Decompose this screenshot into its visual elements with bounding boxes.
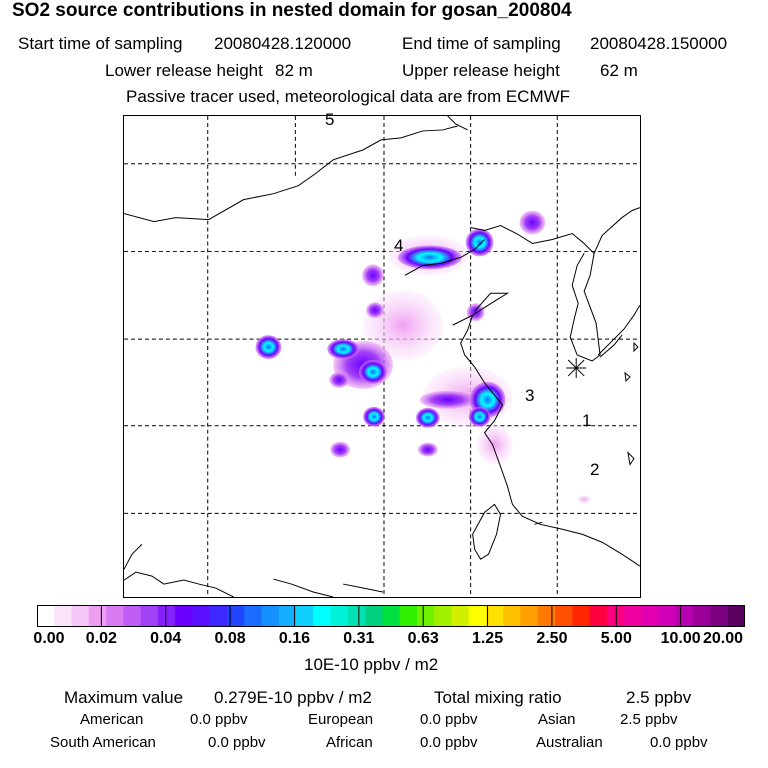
lower-release-label: Lower release height — [105, 61, 263, 81]
colorbar-swatch — [693, 605, 711, 627]
colorbar-swatch — [141, 605, 159, 627]
colorbar-swatch — [37, 605, 55, 627]
upper-release-label: Upper release height — [402, 61, 560, 81]
region-value: 0.0 ppbv — [650, 734, 708, 751]
colorbar-swatch — [572, 605, 590, 627]
tracer-note: Passive tracer used, meteorological data… — [126, 87, 570, 107]
max-value-label: Maximum value — [64, 688, 183, 708]
colorbar — [37, 605, 745, 627]
max-value: 0.279E-10 ppbv / m2 — [214, 688, 372, 708]
lower-release-value: 82 m — [275, 61, 313, 81]
colorbar-tick-label: 0.31 — [343, 630, 374, 648]
colorbar-swatch — [106, 605, 124, 627]
colorbar-tick-label: 0.08 — [215, 630, 246, 648]
region-name: African — [326, 734, 373, 751]
colorbar-swatch — [521, 605, 539, 627]
region-name: South American — [50, 734, 156, 751]
colorbar-swatch — [676, 605, 694, 627]
trajectory-label-2: 2 — [590, 460, 599, 480]
colorbar-swatch — [296, 605, 314, 627]
region-value: 0.0 ppbv — [420, 734, 478, 751]
colorbar-swatch — [469, 605, 487, 627]
colorbar-tick-label: 0.02 — [86, 630, 117, 648]
colorbar-swatch — [210, 605, 228, 627]
colorbar-swatch — [624, 605, 642, 627]
colorbar-swatch — [158, 605, 176, 627]
colorbar-tick-label: 0.63 — [408, 630, 439, 648]
colorbar-swatch — [728, 605, 745, 627]
trajectory-label-4: 4 — [394, 236, 403, 256]
colorbar-swatch — [710, 605, 728, 627]
trajectory-label-1: 1 — [582, 411, 591, 431]
colorbar-swatch — [417, 605, 435, 627]
colorbar-swatch — [365, 605, 383, 627]
gosan-receptor-star-icon — [566, 358, 586, 378]
colorbar-swatch — [400, 605, 418, 627]
colorbar-swatch — [607, 605, 625, 627]
end-time-value: 20080428.150000 — [590, 34, 727, 54]
colorbar-swatch — [261, 605, 279, 627]
trajectory-label-5: 5 — [325, 110, 334, 130]
start-time-label: Start time of sampling — [18, 34, 182, 54]
colorbar-swatch — [279, 605, 297, 627]
colorbar-tick-label: 0.00 — [33, 630, 64, 648]
region-value: 0.0 ppbv — [190, 711, 248, 728]
colorbar-tick-label: 0.04 — [150, 630, 181, 648]
figure: { "title": "SO2 source contributions in … — [0, 0, 768, 768]
colorbar-swatch — [538, 605, 556, 627]
colorbar-unit: 10E-10 ppbv / m2 — [304, 655, 438, 675]
colorbar-tick-label: 5.00 — [601, 630, 632, 648]
colorbar-swatch — [54, 605, 72, 627]
colorbar-swatch — [313, 605, 331, 627]
colorbar-swatch — [451, 605, 469, 627]
colorbar-tick-label: 1.25 — [472, 630, 503, 648]
concentration-field — [256, 211, 592, 504]
colorbar-swatch — [382, 605, 400, 627]
colorbar-swatch — [590, 605, 608, 627]
colorbar-swatch — [123, 605, 141, 627]
total-mixing-value: 2.5 ppbv — [626, 688, 691, 708]
colorbar-tick-label: 2.50 — [536, 630, 567, 648]
colorbar-swatch — [244, 605, 262, 627]
region-value: 2.5 ppbv — [620, 711, 678, 728]
colorbar-tick-label: 10.00 — [661, 630, 701, 648]
colorbar-swatch — [486, 605, 504, 627]
end-time-label: End time of sampling — [402, 34, 561, 54]
colorbar-swatch — [89, 605, 107, 627]
colorbar-swatch — [434, 605, 452, 627]
map-panel — [123, 115, 641, 598]
colorbar-swatch — [503, 605, 521, 627]
colorbar-swatch — [659, 605, 677, 627]
colorbar-swatch — [175, 605, 193, 627]
colorbar-swatch — [641, 605, 659, 627]
total-mixing-label: Total mixing ratio — [434, 688, 562, 708]
region-name: Asian — [538, 711, 576, 728]
trajectory-label-3: 3 — [525, 386, 534, 406]
start-time-value: 20080428.120000 — [214, 34, 351, 54]
colorbar-tick-label: 20.00 — [703, 630, 743, 648]
region-name: Australian — [536, 734, 603, 751]
colorbar-swatch — [331, 605, 349, 627]
region-name: American — [80, 711, 143, 728]
colorbar-swatch — [72, 605, 90, 627]
region-value: 0.0 ppbv — [208, 734, 266, 751]
upper-release-value: 62 m — [600, 61, 638, 81]
region-value: 0.0 ppbv — [420, 711, 478, 728]
colorbar-swatch — [348, 605, 366, 627]
colorbar-swatch — [192, 605, 210, 627]
colorbar-swatch — [555, 605, 573, 627]
colorbar-tick-label: 0.16 — [279, 630, 310, 648]
region-name: European — [308, 711, 373, 728]
figure-title: SO2 source contributions in nested domai… — [12, 0, 572, 22]
